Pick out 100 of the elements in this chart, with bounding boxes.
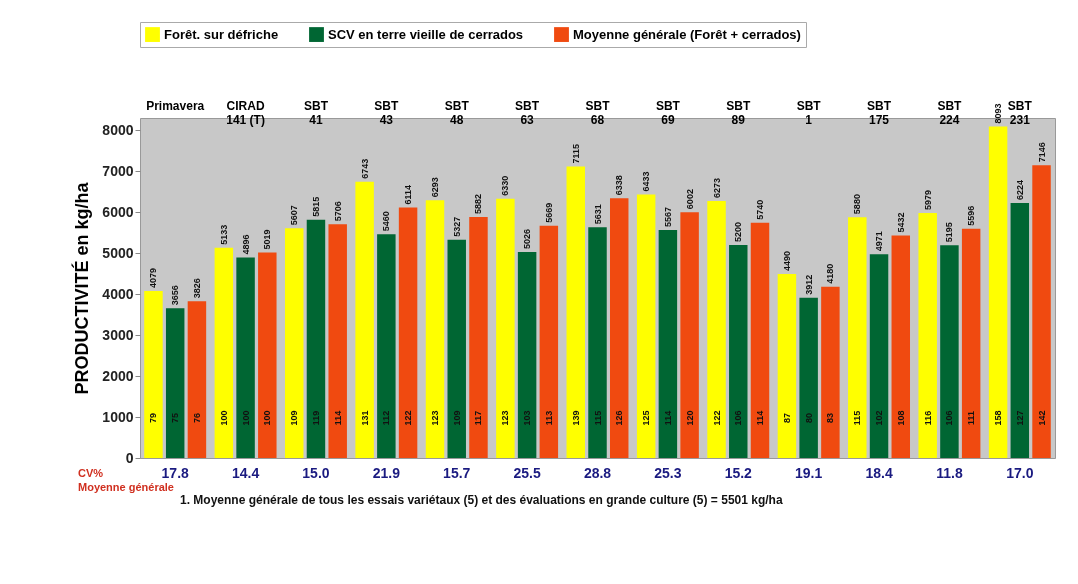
data-label: 6224 (1014, 180, 1025, 201)
data-label: 5596 (966, 205, 977, 226)
annotation: 111 (966, 410, 977, 426)
annotation: 122 (711, 410, 722, 426)
x-tick-label: SBT 224 (937, 98, 963, 127)
x-tick-label: SBT 68 (585, 98, 611, 127)
annotation: 123 (500, 410, 511, 426)
x-tick-label: SBT 1 (796, 98, 822, 127)
bar (236, 257, 255, 458)
bar (1032, 165, 1051, 458)
annotation: 117 (473, 410, 484, 426)
data-label: 4490 (781, 251, 792, 272)
data-label: 5026 (522, 229, 533, 250)
annotation: 108 (895, 410, 906, 426)
text: 25.5 (513, 465, 541, 481)
data-label: 6293 (430, 177, 440, 198)
annotation: 106 (944, 410, 955, 426)
annotation: 131 (359, 410, 370, 426)
annotation: 83 (825, 412, 836, 424)
bar (539, 225, 559, 458)
bar (707, 201, 726, 458)
text: 18.4 (865, 465, 893, 481)
data-label: 5631 (592, 204, 603, 225)
legend-label: Forêt. sur défriche (164, 26, 279, 42)
data-label: 6002 (684, 189, 695, 210)
annotation: 122 (403, 410, 414, 426)
bar (566, 166, 585, 458)
text: 11.8 (936, 465, 963, 481)
bar (750, 222, 770, 458)
text: 17.8 (161, 465, 190, 481)
data-label: 4971 (874, 231, 885, 252)
annotation: 103 (522, 410, 533, 426)
data-label: 5882 (473, 194, 484, 215)
data-label: 7146 (1036, 142, 1047, 163)
data-label: 6330 (500, 175, 511, 196)
data-label: 5740 (755, 199, 765, 220)
annotation: 100 (262, 410, 273, 426)
data-label: 3656 (170, 285, 181, 306)
bar (961, 228, 981, 458)
text: 15.7 (443, 465, 471, 481)
x-tick-label: SBT 48 (444, 98, 470, 127)
data-label: 4896 (240, 234, 251, 255)
data-label: 6114 (403, 185, 414, 205)
bar (144, 290, 163, 458)
bar (214, 247, 234, 458)
bar (447, 239, 466, 458)
x-tick-label: Primavera (146, 98, 205, 113)
data-label: 4079 (148, 267, 159, 288)
bar (918, 213, 937, 458)
y-tick-label: 6000 (102, 203, 134, 220)
data-label: 6338 (614, 175, 625, 196)
data-label: 5327 (451, 216, 462, 237)
bar (496, 198, 515, 458)
text: 25.3 (654, 465, 682, 481)
x-tick-label: SBT 89 (726, 98, 751, 127)
x-tick-label: SBT 43 (374, 98, 400, 127)
annotation: 113 (543, 410, 554, 426)
annotation: 76 (191, 412, 202, 424)
text: 14.4 (231, 465, 260, 481)
annotation: 109 (289, 410, 300, 426)
y-tick-label: 4000 (102, 285, 134, 302)
bar (848, 217, 867, 458)
data-label: 5432 (895, 212, 906, 233)
annotation: 115 (592, 410, 603, 426)
annotation: 158 (993, 410, 1004, 426)
annotation: 142 (1036, 410, 1047, 426)
legend-label: SCV en terre vieille de cerrados (328, 26, 524, 42)
x-tick-label: SBT 231 (1007, 98, 1033, 127)
y-axis-title: PRODUCTIVITÉ en kg/ha (71, 181, 93, 395)
x-tick-label: SBT 69 (655, 98, 681, 127)
y-tick-label: 0 (125, 449, 134, 466)
data-label: 3826 (191, 278, 202, 299)
data-label: 5133 (218, 224, 229, 245)
bar (729, 244, 748, 458)
text: 28.8 (583, 465, 612, 481)
bar (891, 235, 911, 458)
text: CV% (78, 467, 104, 479)
data-label: 5706 (332, 201, 343, 222)
bar (355, 181, 374, 458)
y-tick-label: 1000 (102, 408, 134, 425)
annotation: 123 (430, 410, 440, 426)
data-label: 5607 (289, 205, 300, 226)
bar (799, 297, 818, 458)
bar (988, 126, 1008, 458)
data-label: 3912 (803, 274, 814, 295)
y-tick-label: 8000 (102, 121, 134, 138)
annotation: 109 (451, 410, 462, 426)
data-label: 5567 (662, 206, 673, 227)
data-label: 6273 (711, 178, 722, 199)
x-tick-label: SBT 175 (867, 98, 892, 127)
annotation: 100 (218, 410, 229, 426)
annotation: 120 (684, 410, 695, 426)
data-label: 5815 (310, 196, 321, 217)
data-label: 6743 (359, 158, 370, 179)
text: 1. Moyenne générale de tous les essais variétaux (5) et des évaluations en grande culture (5) = 5501 kg/ha (180, 493, 783, 507)
annotation: 100 (240, 410, 251, 426)
annotation: 119 (310, 410, 321, 426)
bar (636, 194, 656, 458)
bar (306, 219, 326, 458)
bar (398, 207, 418, 458)
